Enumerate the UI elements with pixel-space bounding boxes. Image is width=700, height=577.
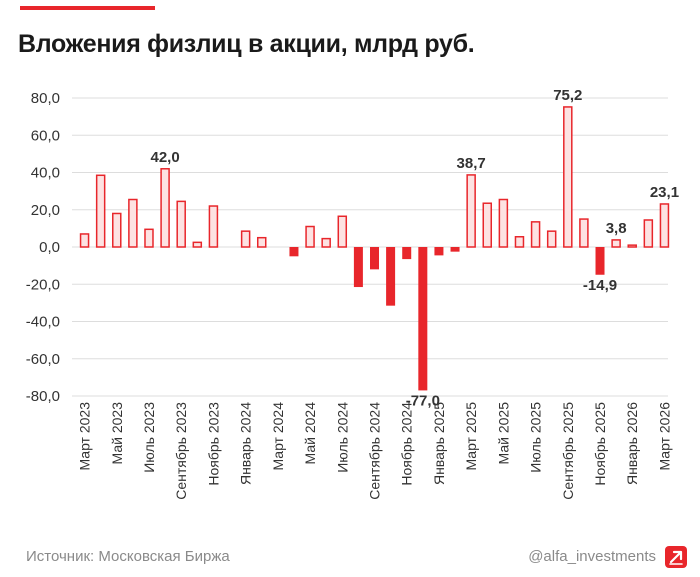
y-tick-label: -20,0 <box>26 276 60 293</box>
y-tick-label: -60,0 <box>26 351 60 368</box>
x-tick-label: Сентябрь 2025 <box>560 402 576 500</box>
x-tick-label: Май 2025 <box>495 402 511 465</box>
y-tick-label: 40,0 <box>31 165 60 182</box>
bar <box>176 200 186 248</box>
bar <box>627 244 637 248</box>
y-tick-label: 20,0 <box>31 202 60 219</box>
bar <box>530 221 541 248</box>
x-tick-label: Январь 2025 <box>431 402 447 485</box>
bar <box>514 236 525 248</box>
x-tick-label: Январь 2024 <box>238 402 254 485</box>
bar <box>546 230 557 248</box>
bar <box>450 247 460 252</box>
bar <box>289 247 299 257</box>
bar <box>321 237 331 248</box>
bar <box>659 203 670 248</box>
bar <box>482 202 493 248</box>
bar <box>643 219 654 248</box>
bar <box>305 225 315 248</box>
x-tick-label: Ноябрь 2024 <box>399 402 415 486</box>
bar <box>434 247 444 256</box>
data-label: 75,2 <box>553 87 582 104</box>
bar <box>128 198 138 248</box>
bar <box>579 218 589 248</box>
bar <box>160 168 170 248</box>
x-tick-label: Январь 2026 <box>624 402 640 485</box>
x-tick-label: Ноябрь 2023 <box>205 402 221 486</box>
y-tick-label: -40,0 <box>26 314 60 331</box>
x-tick-label: Март 2026 <box>656 402 672 471</box>
bar <box>418 247 428 391</box>
bar <box>79 233 90 248</box>
bar <box>353 247 363 288</box>
bar <box>498 198 509 248</box>
x-tick-label: Июль 2025 <box>528 402 544 473</box>
bar <box>611 239 621 248</box>
bar <box>337 215 348 248</box>
bar <box>402 247 412 260</box>
data-label: 38,7 <box>457 155 486 172</box>
bar <box>240 230 251 248</box>
x-tick-label: Сентябрь 2023 <box>173 402 189 500</box>
y-tick-label: 60,0 <box>31 127 60 144</box>
bar <box>386 247 396 306</box>
bar <box>192 241 203 248</box>
bar <box>563 106 573 248</box>
x-tick-label: Май 2024 <box>302 402 318 465</box>
chart-title: Вложения физлиц в акции, млрд руб. <box>18 30 475 58</box>
x-tick-label: Июль 2024 <box>334 402 350 473</box>
data-label: 23,1 <box>650 184 679 201</box>
bar <box>595 247 605 275</box>
x-tick-label: Ноябрь 2025 <box>592 402 608 486</box>
accent-bar <box>20 6 155 10</box>
y-tick-label: 80,0 <box>31 90 60 107</box>
bar-chart: 80,0 60,0 40,0 20,0 0,0 -20,0 -40,0 -60,0 -80,0 4… <box>26 87 679 500</box>
bar <box>112 212 122 248</box>
bar <box>466 174 476 248</box>
source-note: Источник: Московская Биржа <box>26 548 230 565</box>
data-label: 42,0 <box>150 149 179 166</box>
alfa-arrow-icon[interactable] <box>665 546 687 568</box>
x-tick-label: Март 2025 <box>463 402 479 471</box>
bar <box>370 247 379 270</box>
x-tick-label: Сентябрь 2024 <box>367 402 383 500</box>
bar <box>144 228 154 248</box>
x-tick-label: Июль 2023 <box>141 402 157 473</box>
x-tick-label: Май 2023 <box>109 402 125 465</box>
bar <box>208 205 219 248</box>
x-tick-label: Март 2024 <box>270 402 286 471</box>
y-tick-label: -80,0 <box>26 388 60 405</box>
data-label: -14,9 <box>583 277 617 294</box>
x-tick-label: Март 2023 <box>77 402 93 471</box>
bar <box>95 174 106 248</box>
y-tick-label: 0,0 <box>39 239 60 256</box>
data-label: 3,8 <box>606 220 627 237</box>
brand-handle[interactable]: @alfa_investments <box>528 548 656 565</box>
data-label: -77,0 <box>406 392 440 409</box>
bar <box>256 236 267 248</box>
